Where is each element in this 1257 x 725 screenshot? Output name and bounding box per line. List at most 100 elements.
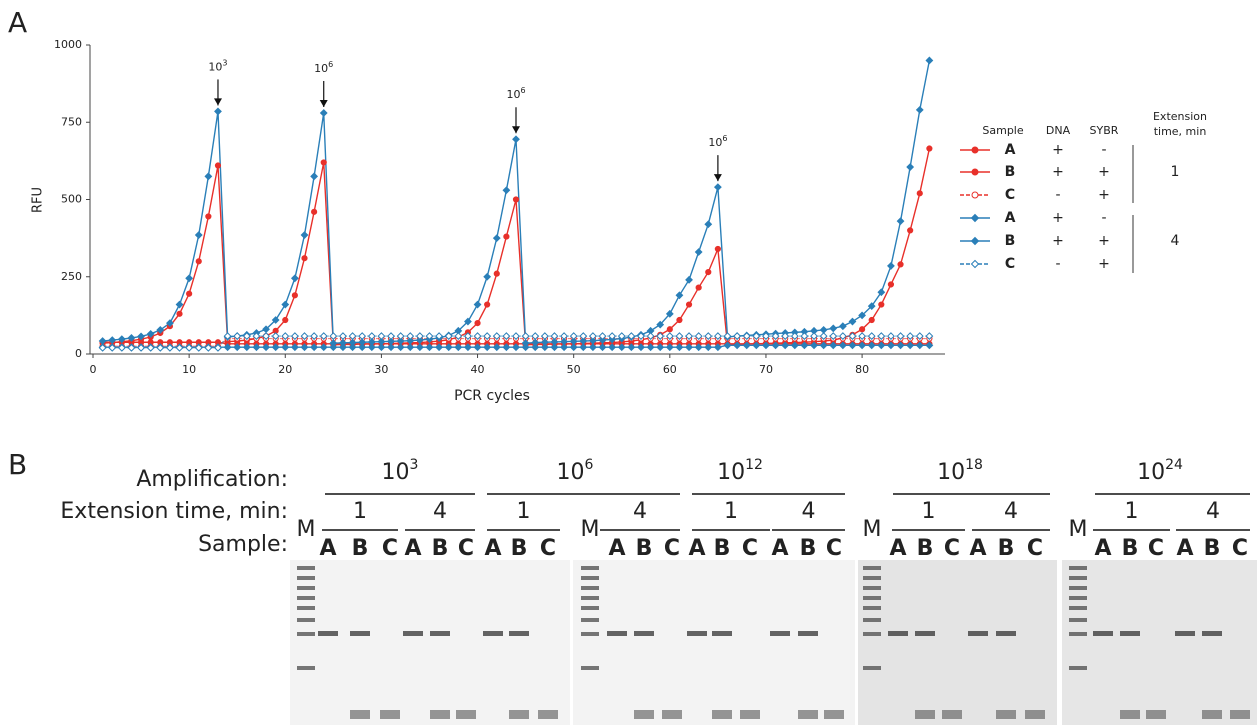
data-point bbox=[820, 327, 826, 333]
data-point bbox=[176, 301, 182, 307]
sample-label: B bbox=[1204, 536, 1221, 561]
extension-label: 4 bbox=[1004, 499, 1018, 524]
ladder-band bbox=[297, 576, 315, 580]
data-point bbox=[907, 164, 913, 170]
sample-label: B bbox=[432, 536, 449, 561]
ladder-band bbox=[297, 586, 315, 590]
x-tick-label: 70 bbox=[759, 363, 773, 376]
legend-marker bbox=[972, 215, 979, 222]
annotation: 103 bbox=[208, 58, 227, 74]
data-point bbox=[917, 191, 922, 196]
ladder-band bbox=[297, 632, 315, 636]
gel-image bbox=[858, 560, 1057, 725]
ladder-band bbox=[581, 596, 599, 600]
legend-label: C bbox=[1005, 187, 1015, 203]
data-point bbox=[196, 259, 201, 264]
data-point bbox=[927, 146, 932, 151]
sample-label: A bbox=[771, 536, 788, 561]
primer-band bbox=[456, 710, 476, 719]
legend-dna: - bbox=[1055, 256, 1060, 272]
ladder-band bbox=[297, 596, 315, 600]
data-point bbox=[187, 291, 192, 296]
ladder-band bbox=[581, 576, 599, 580]
legend-header: Sample bbox=[982, 124, 1023, 137]
data-point bbox=[503, 187, 509, 193]
data-point bbox=[513, 197, 518, 202]
amplification-base: 10 bbox=[557, 460, 585, 485]
sample-label: C bbox=[458, 536, 474, 561]
x-tick-label: 80 bbox=[855, 363, 869, 376]
sample-label: C bbox=[944, 536, 960, 561]
data-point bbox=[667, 327, 672, 332]
legend-sybr: + bbox=[1098, 256, 1110, 272]
y-tick-label: 1000 bbox=[54, 38, 82, 51]
data-point bbox=[677, 317, 682, 322]
amplification-label: 106 bbox=[557, 457, 594, 485]
data-point bbox=[859, 327, 864, 332]
lane-label: M bbox=[297, 517, 316, 542]
legend-dna: + bbox=[1052, 210, 1064, 226]
data-point bbox=[321, 110, 327, 116]
dna-band bbox=[430, 631, 450, 636]
figure: A PCR cycles RFU B 025050075010000102030… bbox=[0, 0, 1257, 725]
primer-band bbox=[740, 710, 760, 719]
dna-band bbox=[607, 631, 627, 636]
sample-label: A bbox=[319, 536, 336, 561]
sample-label: B bbox=[714, 536, 731, 561]
lane-label: M bbox=[863, 517, 882, 542]
data-point bbox=[475, 321, 480, 326]
data-point bbox=[715, 246, 720, 251]
x-tick-label: 50 bbox=[567, 363, 581, 376]
primer-band bbox=[1025, 710, 1045, 719]
row-label: Sample: bbox=[198, 532, 288, 557]
dna-band bbox=[712, 631, 732, 636]
legend-extension: 4 bbox=[1171, 233, 1180, 249]
extension-label: 4 bbox=[433, 499, 447, 524]
ladder-band bbox=[581, 618, 599, 622]
ladder-band bbox=[581, 632, 599, 636]
ladder-band bbox=[297, 618, 315, 622]
amplification-base: 10 bbox=[1137, 460, 1165, 485]
gel-image bbox=[573, 560, 855, 725]
primer-band bbox=[996, 710, 1016, 719]
y-tick-label: 0 bbox=[75, 347, 82, 360]
row-label: Amplification: bbox=[136, 467, 288, 492]
ladder-band bbox=[1069, 632, 1087, 636]
primer-band bbox=[1202, 710, 1222, 719]
sample-label: C bbox=[1232, 536, 1248, 561]
primer-band bbox=[350, 710, 370, 719]
data-point bbox=[302, 256, 307, 261]
annotation: 106 bbox=[314, 59, 333, 75]
ladder-band bbox=[581, 566, 599, 570]
extension-label: 1 bbox=[353, 499, 367, 524]
sample-label: B bbox=[511, 536, 528, 561]
dna-band bbox=[350, 631, 370, 636]
amplification-base: 10 bbox=[937, 460, 965, 485]
dna-band bbox=[403, 631, 423, 636]
annotation-arrowhead bbox=[214, 98, 222, 105]
legend-header: time, min bbox=[1154, 125, 1207, 138]
amplification-exponent: 6 bbox=[585, 457, 594, 473]
annotation: 106 bbox=[506, 86, 525, 102]
x-tick-label: 40 bbox=[471, 363, 485, 376]
amplification-exponent: 24 bbox=[1165, 457, 1183, 473]
annotation-base: 10 bbox=[314, 62, 328, 75]
legend-label: C bbox=[1005, 256, 1015, 272]
dna-band bbox=[1120, 631, 1140, 636]
ladder-band bbox=[1069, 566, 1087, 570]
ladder-band bbox=[581, 606, 599, 610]
data-point bbox=[205, 173, 211, 179]
ladder-band bbox=[863, 596, 881, 600]
annotation-exponent: 3 bbox=[222, 58, 227, 67]
ladder-band bbox=[863, 618, 881, 622]
data-point bbox=[311, 173, 317, 179]
sample-label: A bbox=[688, 536, 705, 561]
ladder-band bbox=[1069, 576, 1087, 580]
data-point bbox=[696, 285, 701, 290]
sample-label: B bbox=[800, 536, 817, 561]
annotation-exponent: 6 bbox=[722, 134, 727, 143]
amplification-base: 10 bbox=[382, 460, 410, 485]
data-point bbox=[869, 317, 874, 322]
legend-header: SYBR bbox=[1090, 124, 1119, 137]
amplification-label: 103 bbox=[382, 457, 419, 485]
